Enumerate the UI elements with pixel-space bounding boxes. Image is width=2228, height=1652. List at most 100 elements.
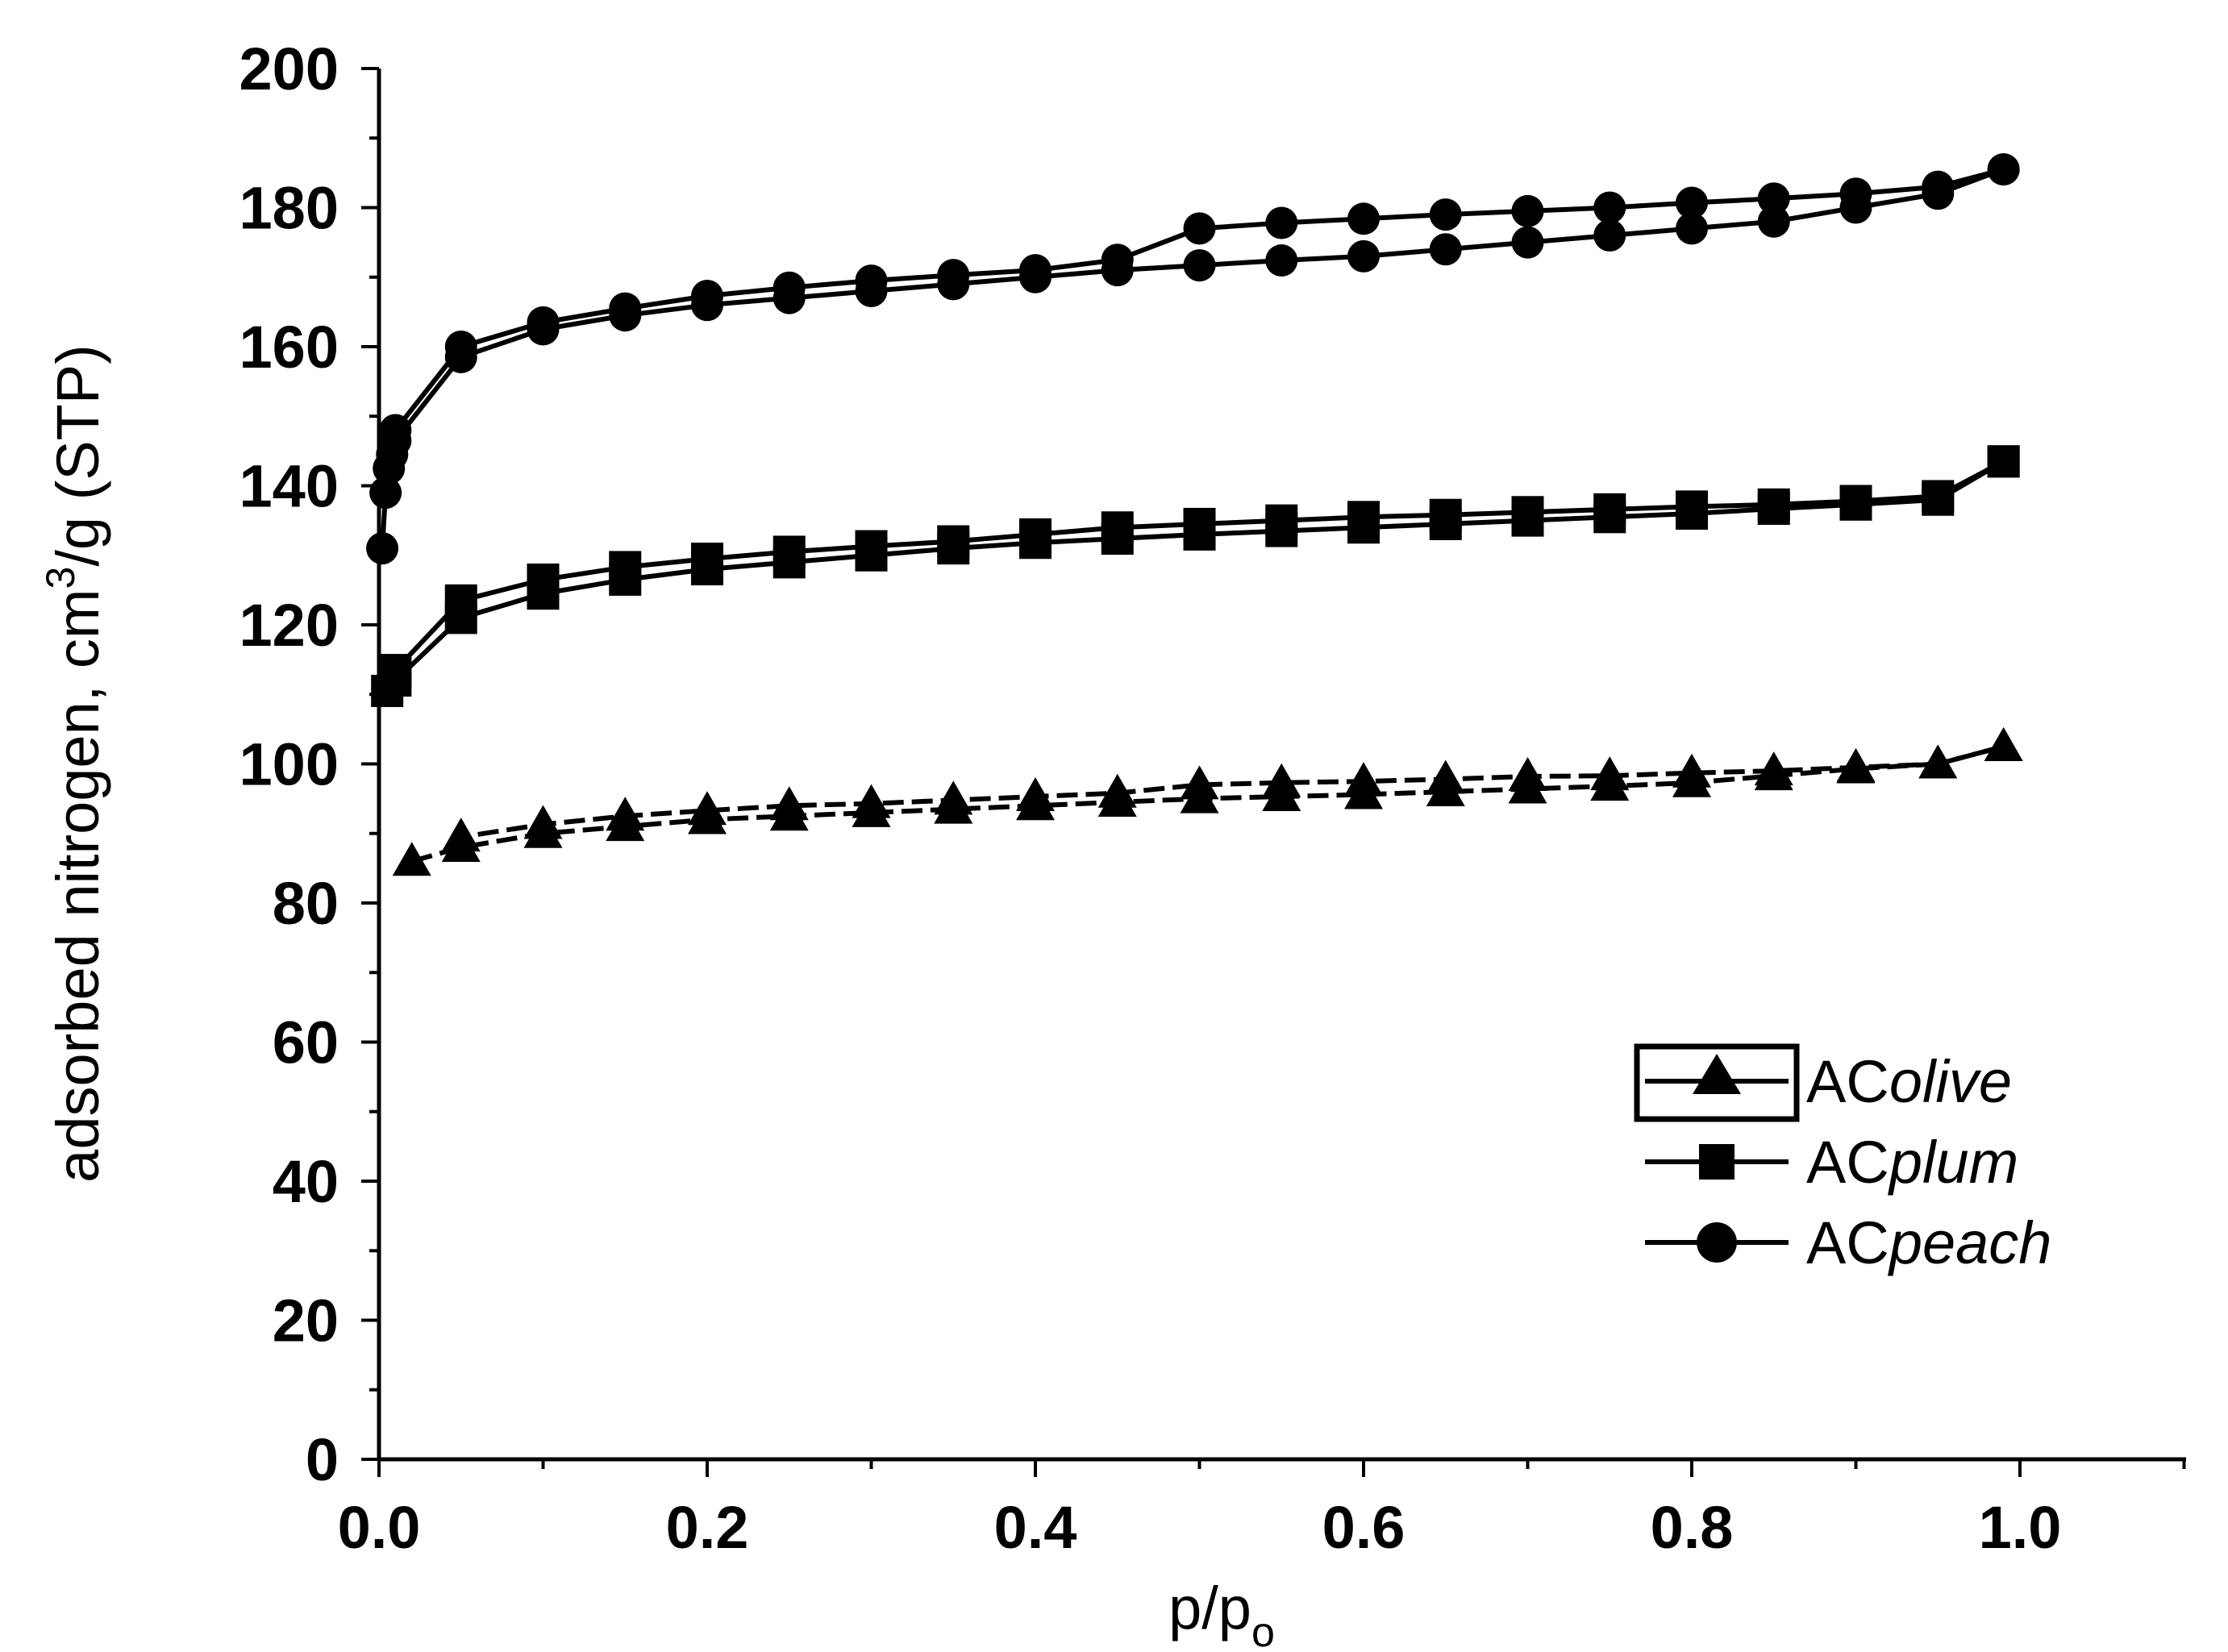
legend-label-acpeach-suffix: peach [1888, 1209, 2052, 1276]
series-acpeach-desorption-point [1019, 254, 1052, 287]
legend-circle-marker [1697, 1222, 1737, 1263]
y-tick-label: 20 [273, 1288, 339, 1354]
series-acolive-adsorption-point [392, 842, 431, 876]
series-acolive-desorption-point [688, 791, 727, 826]
series-acplum-desorption-point [527, 563, 560, 596]
series-acplum-desorption-point [691, 543, 723, 576]
legend-square-marker [1699, 1144, 1735, 1180]
axes [377, 69, 2186, 1462]
series-acplum [371, 445, 2020, 707]
series-acpeach-desorption-point [773, 271, 806, 304]
series-acplum-adsorption-line [385, 459, 2005, 693]
legend-item-acpeach: ACpeach [1645, 1209, 2051, 1276]
series-acplum-desorption-point [1019, 518, 1052, 551]
x-axis-title: p/po [1168, 1575, 1275, 1652]
series-acolive-desorption-line [460, 744, 2005, 840]
series-acpeach-desorption-point [691, 280, 723, 313]
series-acpeach-desorption-point [1183, 212, 1216, 245]
series-acpeach-adsorption-point [1183, 249, 1216, 282]
series-acplum-desorption-point [855, 530, 888, 563]
series-acpeach-desorption-point [1593, 191, 1626, 224]
series-acplum-desorption-point [1676, 490, 1708, 523]
series-acolive-desorption-point [1344, 762, 1383, 797]
series-acplum-desorption-point [444, 584, 477, 617]
series-acpeach [366, 153, 2020, 565]
y-axis-title: adsorbed nitrogen, cm3/g (STP) [38, 344, 111, 1183]
x-tick-label: 0.4 [994, 1494, 1077, 1561]
series-acolive-desorption-point [934, 780, 973, 815]
svg-text:ACpeach: ACpeach [1806, 1209, 2051, 1276]
series-acolive-desorption-point [606, 797, 645, 831]
series-acpeach-desorption-point [1429, 198, 1462, 231]
series-acolive-desorption-point [1426, 759, 1465, 794]
series-acpeach-adsorption-point [1511, 226, 1544, 259]
legend-label-acplum-suffix: plum [1888, 1129, 2018, 1196]
series-acolive-desorption-point [523, 805, 563, 839]
y-tick-label: 0 [306, 1426, 339, 1493]
legend-selection-box [1634, 1043, 1800, 1122]
series-acpeach-desorption-point [1676, 186, 1708, 219]
series-layer [366, 153, 2023, 876]
series-acplum-desorption-point [1511, 496, 1544, 529]
x-tick-label: 0.8 [1651, 1494, 1734, 1561]
series-acolive-desorption-point [852, 784, 891, 818]
y-tick-label: 180 [239, 175, 339, 242]
svg-text:AColive: AColive [1806, 1048, 2012, 1115]
y-tick-label: 40 [273, 1148, 339, 1215]
y-tick-label: 140 [239, 453, 339, 520]
series-acolive-desorption-point [1836, 747, 1876, 782]
series-acpeach-desorption-point [855, 264, 888, 298]
series-acpeach-desorption-point [527, 306, 560, 339]
legend-item-acplum: ACplum [1645, 1129, 2018, 1196]
series-acpeach-adsorption-point [1429, 233, 1462, 266]
x-axis-title-subscript: o [1251, 1609, 1275, 1652]
series-acplum-desorption-point [379, 654, 412, 687]
tick-labels: 0 20 40 60 80 100 120 140 160 180 200 0.0 0.2 0.4 0.6 0… [239, 35, 2062, 1561]
series-acolive-desorption-point [1097, 773, 1137, 808]
svg-text:ACplum: ACplum [1806, 1129, 2018, 1196]
series-acpeach-desorption-point [1922, 170, 1955, 203]
series-acolive-desorption-point [1508, 757, 1547, 792]
y-tick-label: 80 [273, 870, 339, 937]
series-acolive-desorption-point [1672, 753, 1711, 788]
series-acpeach-adsorption-point [1676, 212, 1708, 245]
series-acpeach-adsorption-point [1757, 205, 1790, 238]
series-acplum-desorption-point [1265, 504, 1298, 537]
legend-label-acpeach-prefix: AC [1806, 1209, 1889, 1276]
series-acplum-desorption-point [1429, 498, 1462, 531]
series-acplum-desorption-point [1347, 501, 1380, 534]
series-acpeach-desorption-point [1265, 206, 1298, 239]
legend-triangle-marker [1693, 1054, 1741, 1094]
series-acolive-desorption-point [769, 786, 809, 821]
legend-label-acolive-suffix: olive [1889, 1048, 2012, 1115]
legend-item-acolive: AColive [1645, 1048, 2012, 1115]
series-acpeach-desorption-point [1347, 202, 1380, 235]
series-acpeach-adsorption-point [1265, 244, 1298, 277]
y-tick-label: 60 [273, 1009, 339, 1076]
y-axis-title-superscript: 3 [38, 567, 83, 589]
series-acpeach-adsorption-point [1593, 219, 1626, 252]
series-acpeach-desorption-point [1987, 153, 2020, 186]
y-tick-label: 120 [239, 592, 339, 659]
series-acolive [392, 726, 2023, 876]
series-acolive-desorption-point [1754, 751, 1793, 786]
series-acpeach-desorption-point [1757, 182, 1790, 215]
series-acpeach-desorption-point [609, 292, 642, 325]
series-acpeach-desorption-point [444, 331, 477, 363]
series-acplum-desorption-point [773, 535, 806, 568]
series-acplum-desorption-point [609, 551, 642, 584]
legend-label-acolive-prefix: AC [1806, 1048, 1889, 1115]
series-acolive-desorption-point [1590, 756, 1630, 791]
x-tick-label: 0.0 [338, 1494, 421, 1561]
series-acolive-desorption-point [1918, 744, 1958, 779]
series-acpeach-desorption-point [1839, 177, 1872, 210]
series-acpeach-adsorption-point [369, 476, 402, 510]
series-acplum-desorption-point [1839, 485, 1872, 518]
series-acolive-desorption-point [1180, 765, 1219, 800]
legend-label-acplum-prefix: AC [1806, 1129, 1889, 1196]
series-acplum-desorption-point [1922, 480, 1955, 513]
series-acplum-desorption-point [1183, 507, 1216, 540]
series-acpeach-desorption-point [379, 414, 412, 447]
x-tick-label: 1.0 [1979, 1494, 2062, 1561]
